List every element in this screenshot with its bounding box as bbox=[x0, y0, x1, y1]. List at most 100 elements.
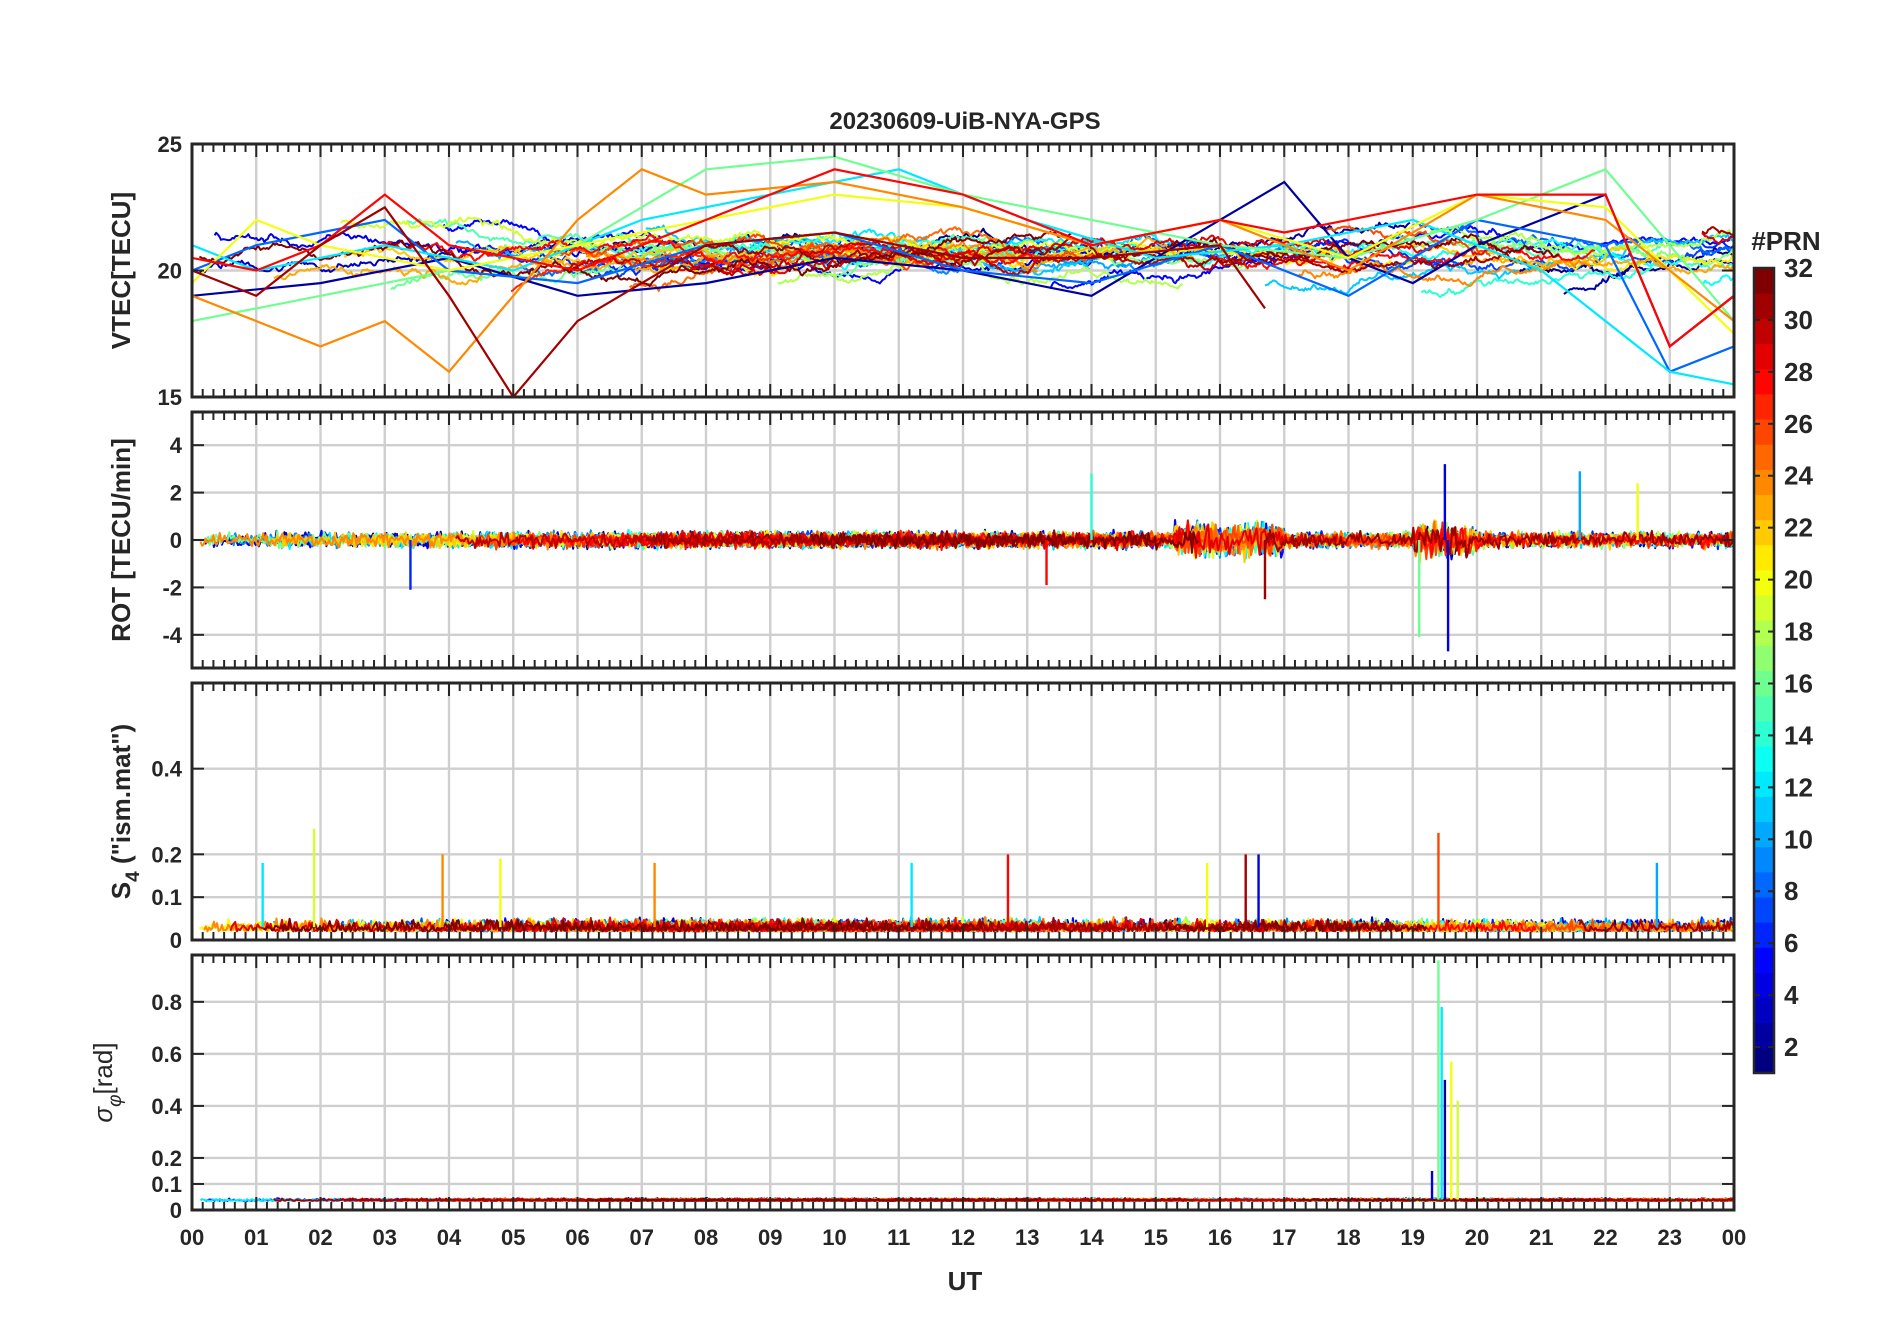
x-tick-label: 10 bbox=[822, 1225, 846, 1250]
y-axis-label: VTEC[TECU] bbox=[106, 192, 136, 349]
chart-title: 20230609-UiB-NYA-GPS bbox=[829, 108, 1100, 135]
y-axis-label-main: S bbox=[106, 882, 136, 899]
trace-prn-15 bbox=[406, 218, 1043, 259]
trace-prn-13 bbox=[1701, 274, 1734, 287]
y-tick-label: 0.1 bbox=[151, 885, 182, 910]
colorbar-tick-label: 30 bbox=[1784, 305, 1813, 335]
trace-prn-18 bbox=[1429, 225, 1734, 259]
trace-prn-30 bbox=[565, 241, 1333, 277]
colorbar-segment bbox=[1754, 645, 1774, 672]
series-prn-16 bbox=[192, 155, 1734, 323]
colorbar-tick-label: 32 bbox=[1784, 253, 1813, 283]
colorbar-segment bbox=[1754, 947, 1774, 973]
trace-prn-19 bbox=[340, 216, 1063, 270]
colorbar-segment bbox=[1754, 997, 1774, 1024]
trace-prn-21 bbox=[1564, 253, 1734, 273]
x-tick-label: 11 bbox=[887, 1225, 910, 1250]
colorbar-segment bbox=[1754, 544, 1774, 571]
x-tick-label: 08 bbox=[694, 1225, 718, 1250]
panel-vtec: 15 20 25 VTEC[TECU] bbox=[106, 132, 1736, 410]
colorbar-segment bbox=[1754, 569, 1774, 596]
y-axis-label-main: σ bbox=[88, 1106, 118, 1123]
x-tick-label: 05 bbox=[501, 1225, 525, 1250]
colorbar-segment bbox=[1754, 293, 1774, 319]
y-axis-label-rest: ("ism.mat") bbox=[106, 724, 136, 871]
trace-prn-18 bbox=[777, 253, 1183, 290]
trace-prn-32 bbox=[810, 530, 1200, 554]
x-tick-label: 03 bbox=[373, 1225, 397, 1250]
x-tick-label: 17 bbox=[1272, 1225, 1296, 1250]
x-tick-label: 19 bbox=[1401, 1225, 1425, 1250]
x-axis-label: UT bbox=[948, 1266, 983, 1296]
colorbar-segment bbox=[1754, 821, 1774, 848]
x-tick-label: 12 bbox=[951, 1225, 975, 1250]
colorbar-segment bbox=[1754, 720, 1774, 747]
y-tick-label: 0 bbox=[170, 928, 182, 953]
x-tick-label: 21 bbox=[1529, 1225, 1553, 1250]
colorbar-segment bbox=[1754, 896, 1774, 923]
x-tick-label: 16 bbox=[1208, 1225, 1232, 1250]
trace-prn-26 bbox=[1324, 225, 1491, 257]
x-tick-label: 01 bbox=[244, 1225, 268, 1250]
y-tick-label: 0 bbox=[170, 528, 182, 553]
colorbar-segment bbox=[1754, 469, 1774, 496]
colorbar-tick-label: 14 bbox=[1784, 720, 1813, 750]
colorbar-tick-label: 16 bbox=[1784, 668, 1813, 698]
colorbar-segment bbox=[1754, 796, 1774, 823]
colorbar-segment bbox=[1754, 595, 1774, 621]
colorbar-tick-label: 6 bbox=[1784, 928, 1798, 958]
colorbar-tick-label: 4 bbox=[1784, 980, 1799, 1010]
colorbar-segment bbox=[1754, 268, 1774, 294]
y-tick-label: 20 bbox=[158, 259, 182, 284]
x-tick-label: 04 bbox=[437, 1225, 462, 1250]
colorbar-tick-label: 10 bbox=[1784, 824, 1813, 854]
colorbar-segment bbox=[1754, 318, 1774, 345]
colorbar-tick-label: 20 bbox=[1784, 565, 1813, 595]
x-tick-label: 13 bbox=[1015, 1225, 1039, 1250]
y-tick-label: 0.2 bbox=[151, 1146, 182, 1171]
colorbar-segment bbox=[1754, 695, 1774, 722]
x-tick-label: 09 bbox=[758, 1225, 782, 1250]
colorbar-segment bbox=[1754, 670, 1774, 697]
y-axis-label-sub: φ bbox=[105, 1094, 126, 1106]
x-tick-label: 00 bbox=[1722, 1225, 1746, 1250]
series-prn-31 bbox=[192, 205, 1266, 397]
y-tick-label: 4 bbox=[170, 433, 183, 458]
y-tick-label: 25 bbox=[158, 132, 182, 157]
colorbar-tick-label: 26 bbox=[1784, 409, 1813, 439]
colorbar-segment bbox=[1754, 745, 1774, 772]
y-tick-label: -4 bbox=[162, 623, 182, 648]
colorbar-frame bbox=[1752, 266, 1776, 1075]
colorbar-segment bbox=[1754, 1047, 1774, 1074]
panel-s4: 0 0.1 0.2 0.4 S4 ("ism.mat") bbox=[106, 681, 1736, 953]
x-tick-label: 23 bbox=[1658, 1225, 1682, 1250]
y-tick-label: 0.4 bbox=[151, 757, 182, 782]
colorbar-segment bbox=[1754, 444, 1774, 470]
colorbar-tick-label: 12 bbox=[1784, 772, 1813, 802]
trace-prn-31 bbox=[645, 529, 1091, 551]
trace-prn-31 bbox=[707, 236, 1528, 274]
colorbar-segment bbox=[1754, 620, 1774, 646]
panel-sigma_phi: 00.10.2 0.4 0.6 0.8 σφ[rad] 00 01 02 03 04 05 06 07 0… bbox=[88, 953, 1746, 1250]
y-tick-label: 15 bbox=[158, 385, 182, 410]
colorbar-tick-label: 18 bbox=[1784, 617, 1813, 647]
colorbar-segment bbox=[1754, 972, 1774, 999]
x-tick-label: 06 bbox=[565, 1225, 589, 1250]
colorbar-segment bbox=[1754, 494, 1774, 521]
colorbar-segment bbox=[1754, 418, 1774, 445]
trace-prn-32 bbox=[263, 917, 984, 933]
y-tick-label: 0.6 bbox=[151, 1042, 182, 1067]
panel-rot: -4 -2 0 2 4 ROT [TECU/min] bbox=[106, 410, 1736, 670]
colorbar-tick-label: 22 bbox=[1784, 513, 1813, 543]
colorbar-segment bbox=[1754, 846, 1774, 873]
series-prn-28 bbox=[192, 168, 1734, 349]
x-tick-label: 14 bbox=[1079, 1225, 1104, 1250]
trace-prn-28 bbox=[1208, 245, 1595, 271]
colorbar-segment bbox=[1754, 1022, 1774, 1049]
colorbar-segment bbox=[1754, 871, 1774, 898]
colorbar-segment bbox=[1754, 393, 1774, 420]
y-tick-label: 0.8 bbox=[151, 990, 182, 1015]
